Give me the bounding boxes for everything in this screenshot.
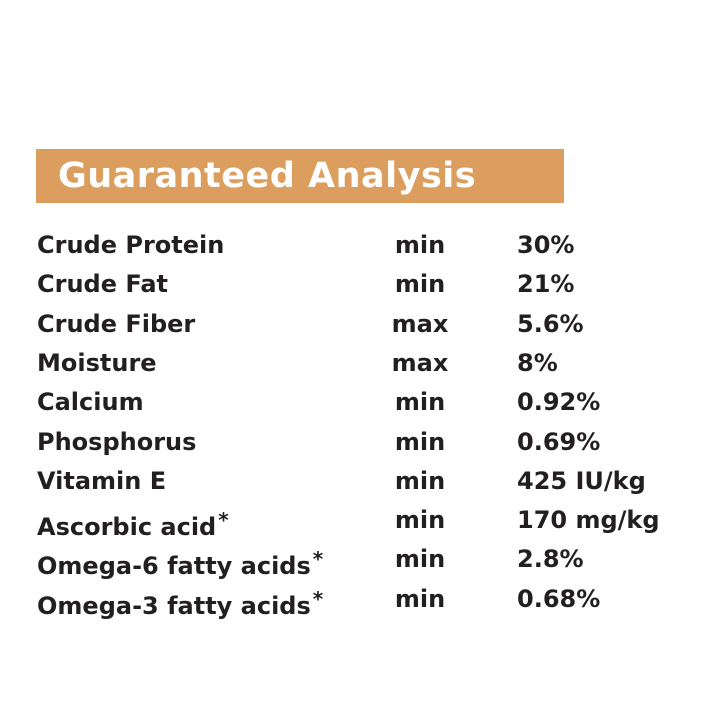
title: Guaranteed Analysis	[58, 156, 477, 196]
level: min	[394, 506, 446, 535]
nutrient-label: Moisture	[37, 348, 157, 377]
nutrient-name: Omega-6 fatty acids *	[37, 539, 323, 586]
nutrient-name: Moisture	[37, 343, 157, 383]
table-row: Calcium min 0.92%	[0, 382, 726, 422]
nutrient-name: Crude Fat	[37, 264, 168, 304]
table-row: Moisture max 8%	[0, 343, 726, 383]
table-row: Omega-3 fatty acids * min 0.68%	[0, 579, 726, 620]
amount: 21%	[517, 270, 575, 299]
amount: 2.8%	[517, 545, 584, 574]
amount: 0.68%	[517, 584, 601, 613]
level: min	[394, 466, 446, 495]
nutrient-name: Ascorbic acid *	[37, 500, 229, 547]
table-row: Phosphorus min 0.69%	[0, 422, 726, 462]
table-row: Omega-6 fatty acids * min 2.8%	[0, 539, 726, 580]
table-row: Crude Fiber max 5.6%	[0, 304, 726, 344]
title-bar: Guaranteed Analysis	[36, 149, 564, 203]
level: min	[394, 545, 446, 574]
nutrient-name: Phosphorus	[37, 422, 196, 462]
nutrient-name: Vitamin E	[37, 461, 166, 501]
amount: 30%	[517, 231, 575, 259]
nutrient-name: Calcium	[37, 382, 144, 422]
nutrient-name: Crude Protein	[37, 225, 224, 265]
nutrient-label: Crude Fat	[37, 270, 169, 299]
nutrient-label: Phosphorus	[37, 427, 197, 456]
nutrient-label: Crude Protein	[37, 231, 225, 259]
nutrient-name: Crude Fiber	[37, 304, 195, 344]
level: min	[394, 388, 446, 417]
nutrient-label: Vitamin E	[37, 466, 167, 495]
nutrient-label: Calcium	[37, 388, 144, 417]
level: min	[394, 231, 446, 259]
amount: 8%	[517, 348, 558, 377]
table-row: Vitamin E min 425 IU/kg	[0, 461, 726, 501]
level: max	[391, 309, 449, 338]
footnote-mark: *	[218, 508, 229, 533]
nutrient-label: Omega-6 fatty acids	[37, 552, 311, 581]
level: min	[394, 584, 446, 613]
amount: 0.69%	[517, 427, 601, 456]
amount: 170 mg/kg	[517, 506, 660, 535]
footnote-mark: *	[312, 586, 324, 611]
level: min	[394, 427, 446, 456]
amount: 5.6%	[517, 309, 584, 338]
nutrient-name: Omega-3 fatty acids *	[37, 579, 323, 626]
level: max	[391, 348, 449, 377]
table-row: Ascorbic acid * min 170 mg/kg	[0, 500, 726, 541]
nutrient-label: Crude Fiber	[37, 309, 196, 338]
nutrient-label: Ascorbic acid	[37, 513, 217, 542]
footnote-mark: *	[312, 547, 324, 572]
amount: 0.92%	[517, 388, 601, 417]
level: min	[394, 270, 446, 299]
table-row: Crude Protein min 30%	[0, 225, 726, 265]
table-row: Crude Fat min 21%	[0, 264, 726, 304]
nutrient-label: Omega-3 fatty acids	[37, 591, 311, 620]
amount: 425 IU/kg	[517, 466, 646, 495]
